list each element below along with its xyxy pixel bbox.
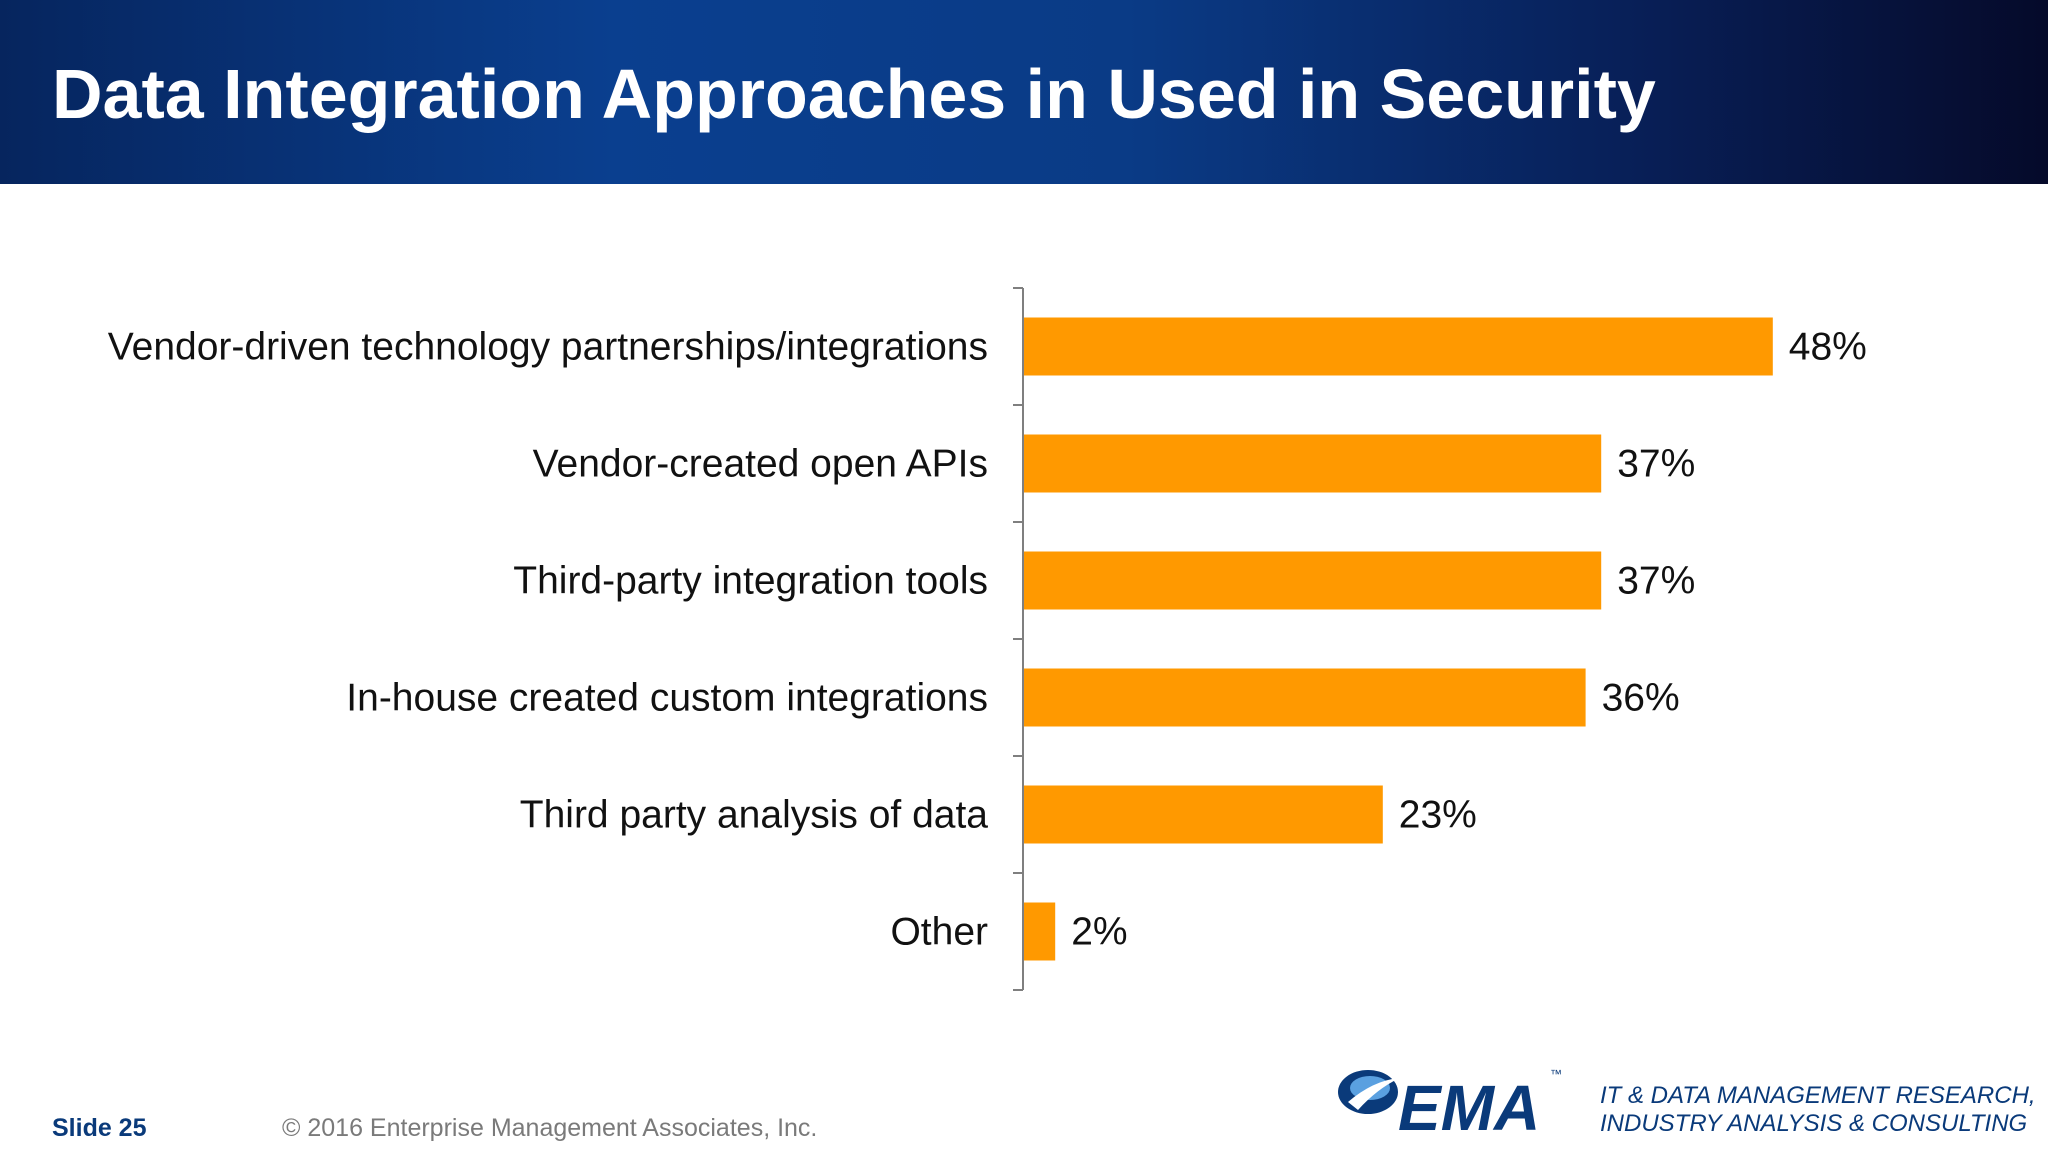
value-label: 48% <box>1789 326 1867 369</box>
y-axis-ticks <box>1013 287 1023 991</box>
category-label: Third party analysis of data <box>520 794 989 837</box>
value-label: 36% <box>1602 677 1680 720</box>
bar <box>1024 785 1383 844</box>
category-label: Third-party integration tools <box>513 560 988 603</box>
value-label: 37% <box>1617 560 1695 603</box>
value-labels: 48% 37% 37% 36% 23% 2% <box>1071 326 1867 954</box>
category-label: Vendor-driven technology partnerships/in… <box>108 326 988 369</box>
value-label: 2% <box>1071 911 1127 954</box>
bar <box>1024 551 1602 610</box>
bar <box>1024 317 1773 376</box>
title-banner: Data Integration Approaches in Used in S… <box>0 0 2048 184</box>
category-label: Vendor-created open APIs <box>533 443 988 486</box>
bars <box>1024 317 1773 961</box>
category-label: Other <box>890 911 988 954</box>
category-labels: Vendor-driven technology partnerships/in… <box>108 326 989 954</box>
bar <box>1024 434 1602 493</box>
logo-text: EMA <box>1398 1072 1540 1138</box>
tagline: IT & DATA MANAGEMENT RESEARCH, INDUSTRY … <box>1600 1082 2036 1138</box>
logo-trademark: ™ <box>1550 1067 1562 1081</box>
slide-title: Data Integration Approaches in Used in S… <box>52 55 1656 133</box>
copyright-text: © 2016 Enterprise Management Associates,… <box>282 1114 818 1142</box>
value-label: 23% <box>1399 794 1477 837</box>
slide-number: Slide 25 <box>52 1114 147 1142</box>
tagline-line-1: IT & DATA MANAGEMENT RESEARCH, <box>1600 1082 2036 1109</box>
bar <box>1024 902 1056 961</box>
ema-swoosh-icon <box>1338 1070 1400 1114</box>
bar-chart: Vendor-driven technology partnerships/in… <box>108 287 1867 991</box>
value-label: 37% <box>1617 443 1695 486</box>
bar <box>1024 668 1586 727</box>
category-label: In-house created custom integrations <box>346 677 988 720</box>
tagline-line-2: INDUSTRY ANALYSIS & CONSULTING <box>1600 1110 2028 1137</box>
ema-logo: EMA ™ <box>1338 1067 1562 1138</box>
